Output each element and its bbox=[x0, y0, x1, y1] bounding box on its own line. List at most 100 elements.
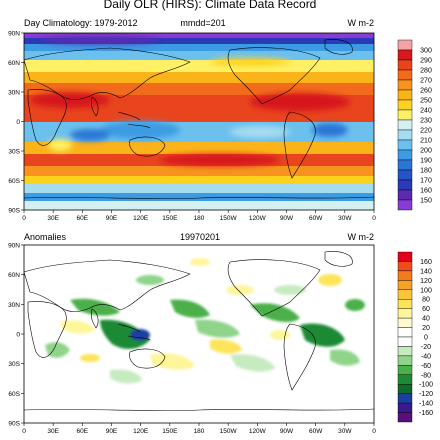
bottom-lat-label: 30S bbox=[8, 361, 20, 368]
top-colorbar-swatch bbox=[397, 109, 413, 121]
bottom-lat-label: 30N bbox=[8, 302, 20, 309]
top-lat-label: 60N bbox=[8, 60, 20, 67]
top-colorbar-label: 150 bbox=[420, 198, 432, 205]
bottom-left-label: Anomalies bbox=[24, 232, 67, 242]
bottom-colorbar-swatch bbox=[397, 299, 413, 309]
top-lat-label: 0 bbox=[16, 119, 20, 126]
bottom-lat-label: 90N bbox=[8, 243, 20, 250]
bottom-colorbar-label: -60 bbox=[421, 363, 431, 370]
bottom-colorbar-label: -40 bbox=[421, 353, 431, 360]
top-coastlines bbox=[24, 39, 374, 199]
top-colorbar-swatch bbox=[397, 139, 413, 151]
top-lat-label: 30N bbox=[8, 90, 20, 97]
bottom-colorbar: 160 140 120 100 80 60 40 20 0 -20 -40 -60 -80 -100 -12… bbox=[397, 251, 433, 423]
top-colorbar-swatch bbox=[397, 189, 413, 201]
top-colorbar-swatch bbox=[397, 159, 413, 171]
bottom-lon-label: 120E bbox=[133, 428, 149, 435]
bottom-lon-label: 150W bbox=[220, 428, 238, 435]
bottom-colorbar-swatch bbox=[397, 317, 413, 328]
bottom-colorbar-swatch bbox=[397, 327, 413, 338]
top-colorbar-label: 210 bbox=[420, 138, 432, 145]
top-panel: Day Climatology: 1979-2012 mmdd=201 W m-… bbox=[8, 18, 432, 222]
bottom-colorbar-swatch bbox=[397, 393, 413, 404]
bottom-lon-label: 30E bbox=[47, 428, 59, 435]
figure-title: Daily OLR (HIRS): Climate Data Record bbox=[104, 0, 317, 11]
bottom-colorbar-swatch bbox=[397, 412, 413, 423]
top-lon-axis: 0 30E 60E 90E 120E 150E 180 150W 120W 90W 60W 30W 0 bbox=[22, 210, 376, 222]
bottom-colorbar-swatch bbox=[397, 374, 413, 385]
bottom-colorbar-label: 60 bbox=[422, 306, 430, 313]
top-colorbar-label: 180 bbox=[420, 168, 432, 175]
bottom-colorbar-label: -100 bbox=[419, 382, 433, 389]
bottom-colorbar-label: 0 bbox=[424, 335, 428, 342]
bottom-colorbar-swatch bbox=[397, 384, 413, 394]
bottom-colorbar-swatch bbox=[397, 346, 413, 357]
top-left-label: Day Climatology: 1979-2012 bbox=[24, 18, 138, 28]
top-colorbar-swatch bbox=[397, 99, 413, 111]
bottom-colorbar-swatch bbox=[397, 261, 413, 272]
top-colorbar-label: 270 bbox=[420, 78, 432, 85]
bottom-colorbar-label: 40 bbox=[422, 316, 430, 323]
bottom-lon-label: 90W bbox=[280, 428, 294, 435]
top-colorbar-label: 200 bbox=[420, 148, 432, 155]
bottom-colorbar-label: 120 bbox=[420, 278, 432, 285]
top-colorbar-swatch bbox=[397, 79, 413, 91]
top-lon-label: 90W bbox=[280, 215, 294, 222]
bottom-colorbar-swatch bbox=[397, 251, 413, 262]
bottom-colorbar-label: -160 bbox=[419, 410, 433, 417]
top-colorbar-label: 250 bbox=[420, 98, 432, 105]
bottom-colorbar-label: -120 bbox=[419, 391, 433, 398]
top-lon-label: 0 bbox=[372, 215, 376, 222]
bottom-lon-label: 90E bbox=[106, 428, 118, 435]
top-lon-label: 90E bbox=[106, 215, 118, 222]
top-lon-label: 60E bbox=[77, 215, 89, 222]
bottom-coastlines bbox=[24, 251, 374, 411]
top-colorbar: 300 290 280 270 260 250 240 230 220 210 200 190 180 1… bbox=[397, 39, 432, 211]
top-lon-label: 120E bbox=[133, 215, 149, 222]
top-colorbar-swatch bbox=[397, 59, 413, 71]
top-colorbar-swatch bbox=[397, 199, 413, 211]
bottom-colorbar-label: -20 bbox=[421, 344, 431, 351]
top-lat-label: 90N bbox=[8, 31, 20, 38]
bottom-colorbar-swatch bbox=[397, 336, 413, 347]
bottom-map-field bbox=[24, 245, 374, 423]
bottom-lon-label: 0 bbox=[372, 428, 376, 435]
top-lat-label: 90S bbox=[8, 208, 20, 215]
top-lat-label: 60S bbox=[8, 178, 20, 185]
bottom-lat-label: 0 bbox=[16, 332, 20, 339]
top-lat-label: 30S bbox=[8, 149, 20, 156]
top-colorbar-label: 280 bbox=[420, 68, 432, 75]
bottom-lat-label: 90S bbox=[8, 421, 20, 428]
bottom-colorbar-label: 20 bbox=[422, 325, 430, 332]
top-lon-label: 30E bbox=[47, 215, 59, 222]
top-colorbar-swatch bbox=[397, 39, 413, 51]
top-colorbar-swatch bbox=[397, 69, 413, 81]
bottom-colorbar-swatch bbox=[397, 289, 413, 300]
bottom-lon-label: 60E bbox=[77, 428, 89, 435]
bottom-colorbar-swatch bbox=[397, 365, 413, 375]
top-lon-label: 180 bbox=[194, 215, 205, 222]
top-lon-label: 120W bbox=[249, 215, 267, 222]
bottom-colorbar-swatch bbox=[397, 270, 413, 281]
top-colorbar-label: 240 bbox=[420, 108, 432, 115]
top-colorbar-swatch bbox=[397, 49, 413, 61]
top-lon-label: 150E bbox=[162, 215, 178, 222]
top-colorbar-label: 190 bbox=[420, 158, 432, 165]
top-colorbar-swatch bbox=[397, 129, 413, 141]
bottom-colorbar-label: 140 bbox=[420, 268, 432, 275]
top-colorbar-swatch bbox=[397, 179, 413, 191]
top-map-field bbox=[24, 33, 374, 210]
top-colorbar-label: 230 bbox=[420, 118, 432, 125]
bottom-lon-label: 120W bbox=[249, 428, 267, 435]
top-colorbar-label: 220 bbox=[420, 128, 432, 135]
bottom-lon-label: 60W bbox=[309, 428, 323, 435]
bottom-colorbar-label: 160 bbox=[420, 259, 432, 266]
bottom-colorbar-swatch bbox=[397, 308, 413, 319]
top-center-label: mmdd=201 bbox=[180, 18, 225, 28]
top-colorbar-label: 260 bbox=[420, 88, 432, 95]
bottom-lat-label: 60N bbox=[8, 272, 20, 279]
bottom-lat-axis: 90N 60N 30N 0 30S 60S 90S bbox=[8, 243, 24, 428]
bottom-lat-label: 60S bbox=[8, 391, 20, 398]
top-colorbar-label: 170 bbox=[420, 178, 432, 185]
